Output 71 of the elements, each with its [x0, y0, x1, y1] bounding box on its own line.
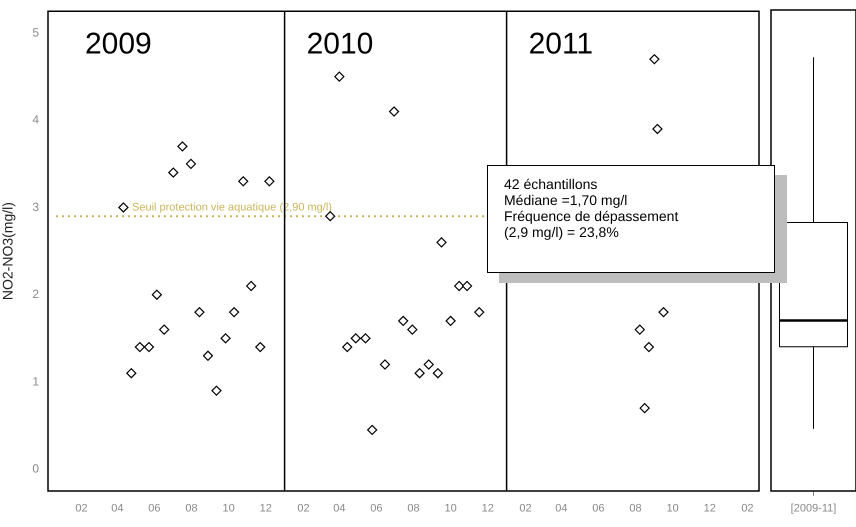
- y-tick-label: 0: [32, 462, 40, 476]
- point: [342, 342, 352, 352]
- y-tick-label: 4: [32, 112, 40, 127]
- point: [436, 237, 447, 248]
- point: [194, 307, 205, 318]
- x-tick-label: 12: [704, 502, 716, 515]
- annotation: 2010: [306, 27, 374, 60]
- point: [414, 368, 425, 378]
- point: [407, 324, 418, 335]
- point: [398, 316, 408, 326]
- x-tick-label: 08: [185, 502, 198, 515]
- point: [202, 350, 214, 361]
- point: [246, 280, 256, 292]
- point: [264, 176, 274, 186]
- point: [652, 124, 663, 134]
- point: [658, 307, 669, 318]
- point: [350, 333, 361, 344]
- point: [462, 280, 472, 292]
- point: [644, 342, 654, 352]
- x-tick-label: 10: [444, 502, 457, 515]
- point: [380, 359, 390, 370]
- x-tick-label: 06: [148, 502, 161, 515]
- point: [152, 290, 162, 300]
- x-tick-label: 06: [370, 502, 383, 515]
- x-tick-label: 08: [629, 502, 642, 515]
- x-tick-label: 02: [297, 502, 310, 515]
- point: [446, 316, 456, 326]
- point: [168, 167, 178, 178]
- point: [177, 141, 188, 152]
- point: [238, 176, 248, 186]
- point: [640, 403, 650, 414]
- point: [134, 342, 145, 352]
- x-tick-label: 02: [519, 502, 532, 515]
- x-tick-label: 10: [222, 502, 235, 515]
- point: [432, 368, 443, 378]
- x-tick-label: [2009-11]: [790, 502, 836, 515]
- point: [334, 72, 344, 82]
- x-tick-label: 10: [666, 502, 679, 515]
- point: [211, 386, 222, 396]
- x-tick-label: 04: [555, 502, 568, 515]
- point: [159, 324, 170, 335]
- x-tick-label: 04: [333, 502, 346, 515]
- x-tick-label: 06: [592, 502, 605, 515]
- point: [360, 333, 371, 344]
- x-tick-label: 02: [75, 502, 88, 515]
- y-axis-title: NO2-NO3(mg/l): [0, 202, 16, 300]
- x-tick-label: 12: [482, 502, 494, 515]
- point: [118, 202, 129, 213]
- point: [424, 359, 434, 370]
- point: [144, 342, 154, 352]
- point: [367, 424, 378, 436]
- annotation: 2009: [85, 27, 152, 60]
- y-tick-label: 3: [32, 200, 40, 214]
- x-tick-label: 02: [741, 502, 754, 515]
- point: [388, 106, 400, 117]
- x-tick-label: 08: [407, 502, 420, 515]
- point: [220, 333, 231, 344]
- point: [649, 54, 660, 64]
- point: [126, 368, 136, 378]
- point: [229, 307, 240, 318]
- point: [454, 280, 464, 292]
- point: [634, 324, 645, 335]
- annotation: 2011: [528, 27, 594, 60]
- x-tick-label: 12: [260, 502, 272, 515]
- x-tick-label: 04: [111, 502, 124, 515]
- point: [186, 158, 196, 169]
- point: [474, 307, 484, 318]
- y-tick-label: 1: [32, 374, 40, 388]
- point: [255, 342, 266, 352]
- y-tick-label: 5: [32, 25, 40, 40]
- y-tick-label: 2: [32, 287, 40, 302]
